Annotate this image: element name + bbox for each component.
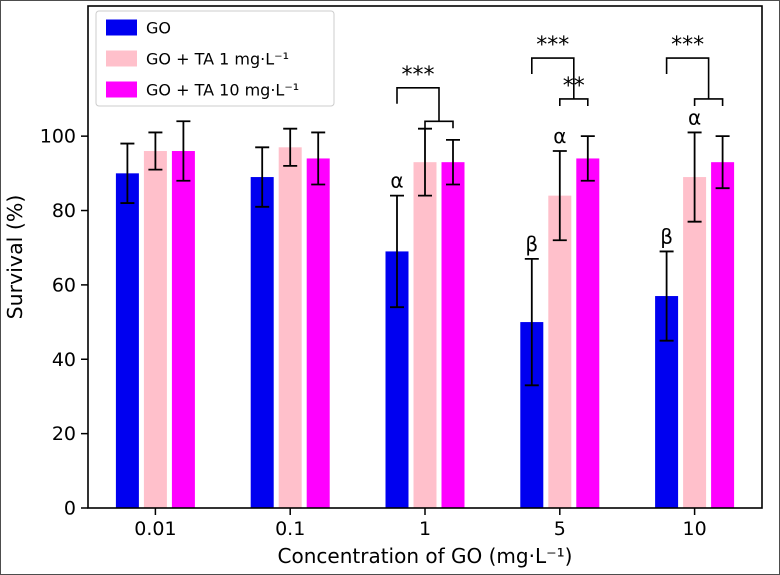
error-bar bbox=[176, 120, 191, 182]
error-bar bbox=[120, 142, 135, 204]
significance-label: *** bbox=[671, 33, 704, 58]
bar-series2-cat4 bbox=[711, 162, 735, 508]
x-axis-label: Concentration of GO (mg·L⁻¹) bbox=[278, 544, 573, 568]
y-tick-label: 40 bbox=[52, 349, 76, 371]
legend-swatch bbox=[106, 50, 137, 67]
x-tick-label: 10 bbox=[683, 518, 707, 540]
legend-swatch bbox=[106, 19, 137, 36]
y-tick-label: 0 bbox=[64, 498, 76, 520]
bar-series2-cat0 bbox=[171, 151, 195, 508]
y-tick-label: 20 bbox=[52, 423, 76, 445]
error-bar bbox=[446, 138, 460, 186]
bar-series2-cat2 bbox=[441, 162, 465, 508]
bar-series0-cat4 bbox=[655, 296, 679, 508]
error-bar bbox=[390, 194, 404, 309]
x-tick-label: 5 bbox=[554, 518, 566, 540]
greek-annotation: α bbox=[553, 124, 566, 148]
bar-series1-cat2 bbox=[413, 162, 437, 508]
error-bar bbox=[283, 127, 298, 167]
main-bracket bbox=[665, 57, 710, 99]
sub-bracket bbox=[559, 98, 589, 106]
greek-annotation: β bbox=[660, 224, 673, 248]
bar-series0-cat1 bbox=[250, 177, 274, 508]
error-bar bbox=[715, 135, 730, 190]
error-bar bbox=[687, 131, 702, 223]
bar-series0-cat2 bbox=[385, 251, 409, 508]
y-axis-label: Survival (%) bbox=[3, 195, 27, 320]
main-bracket bbox=[396, 87, 440, 122]
legend-box bbox=[95, 10, 335, 107]
bar-series1-cat0 bbox=[143, 151, 167, 508]
y-tick-label: 60 bbox=[52, 274, 76, 296]
bar-series1-cat1 bbox=[278, 147, 302, 508]
greek-annotation: α bbox=[390, 169, 403, 193]
significance-label: *** bbox=[536, 33, 569, 58]
bar-series0-cat0 bbox=[115, 173, 139, 509]
error-bar bbox=[580, 135, 595, 182]
error-bar bbox=[552, 150, 567, 242]
x-tick-label: 0.01 bbox=[134, 518, 176, 540]
legend-swatch bbox=[106, 81, 137, 98]
bar-series1-cat4 bbox=[683, 177, 707, 508]
x-tick-label: 0.1 bbox=[275, 518, 305, 540]
greek-annotation: α bbox=[688, 105, 701, 129]
error-bar bbox=[659, 250, 674, 342]
legend-label: GO bbox=[146, 19, 171, 38]
error-bar bbox=[148, 131, 163, 171]
significance-label: *** bbox=[402, 63, 435, 88]
main-bracket bbox=[531, 57, 575, 99]
y-tick-label: 100 bbox=[40, 126, 76, 148]
bar-series2-cat3 bbox=[576, 158, 600, 508]
y-tick-label: 80 bbox=[52, 200, 76, 222]
legend-label: GO + TA 1 mg·L⁻¹ bbox=[146, 50, 289, 69]
bar-series1-cat3 bbox=[548, 195, 572, 508]
sub-bracket bbox=[693, 98, 724, 106]
error-bar bbox=[524, 257, 539, 387]
greek-annotation: β bbox=[525, 232, 538, 256]
significance-label: ** bbox=[563, 74, 585, 99]
error-bar bbox=[255, 146, 270, 208]
bar-series2-cat1 bbox=[306, 158, 330, 508]
bar-series0-cat3 bbox=[520, 322, 544, 508]
legend-label: GO + TA 10 mg·L⁻¹ bbox=[146, 81, 299, 100]
legend: GO GO + TA 1 mg·L⁻¹ GO + TA 10 mg·L⁻¹ bbox=[95, 10, 335, 107]
x-tick-label: 1 bbox=[419, 518, 431, 540]
error-bar bbox=[418, 127, 432, 197]
error-bar bbox=[311, 131, 326, 186]
